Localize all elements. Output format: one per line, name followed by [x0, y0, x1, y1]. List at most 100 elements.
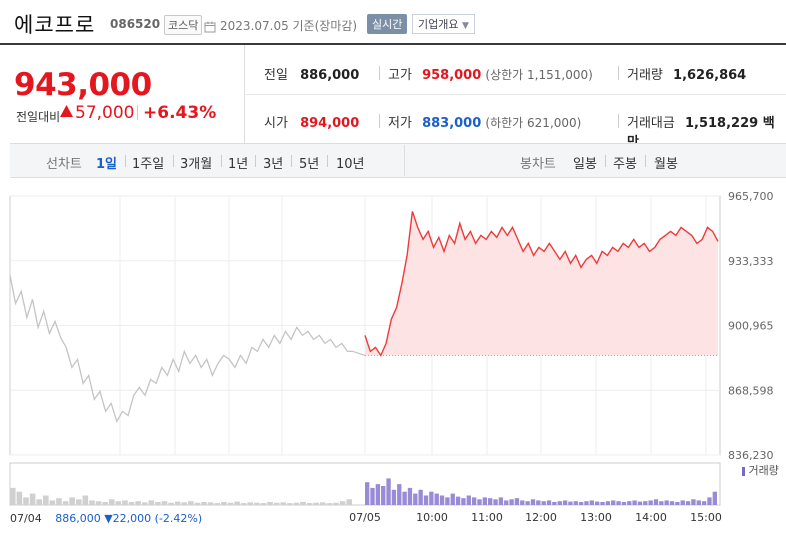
price-panel	[0, 45, 245, 143]
volume-bar	[287, 503, 293, 505]
period-1y[interactable]: 1년	[228, 157, 249, 172]
volume-bar	[653, 499, 659, 505]
volume-bar	[174, 501, 181, 505]
period-5y[interactable]: 5년	[299, 157, 320, 172]
volume-bar	[267, 501, 273, 505]
company-info-dropdown[interactable]: 기업개요 ▼	[412, 14, 475, 34]
volume-bar	[293, 502, 300, 505]
x-tick-label: 11:00	[471, 511, 503, 524]
volume-legend-swatch	[742, 466, 745, 476]
today-line	[364, 211, 719, 357]
stock-code: 086520	[110, 17, 161, 31]
stat-open: 시가 894,000	[264, 112, 359, 131]
volume-bar	[326, 503, 333, 505]
period-3m[interactable]: 3개월	[180, 157, 213, 172]
period-10y[interactable]: 10년	[336, 157, 365, 172]
volume-bar	[450, 493, 455, 505]
volume-bar	[254, 502, 260, 505]
prev-day-date: 07/04	[10, 512, 42, 525]
volume-value: 1,626,864	[673, 68, 747, 83]
volume-bar	[82, 495, 89, 505]
x-tick-label: 12:00	[525, 511, 557, 524]
candle-chart-label: 봉차트	[520, 157, 556, 172]
candle-monthly[interactable]: 월봉	[654, 157, 678, 172]
volume-bar	[568, 501, 573, 505]
volume-bar	[23, 497, 29, 505]
volume-bar	[69, 497, 75, 505]
period-3y[interactable]: 3년	[263, 157, 284, 172]
market-badge: 코스닥	[164, 15, 203, 35]
volume-bar	[397, 484, 402, 505]
prev-day-connector	[352, 350, 366, 357]
prev-label: 전일	[264, 68, 288, 83]
volume-bar	[168, 502, 174, 505]
volume-bar	[89, 500, 95, 505]
prev-day-pct: (-2.42%)	[154, 512, 203, 525]
realtime-button[interactable]: 실시간	[367, 14, 408, 34]
volume-bar	[365, 482, 370, 505]
volume-bar	[370, 487, 375, 505]
current-price: 943,000	[14, 67, 152, 103]
prev-day-close: 886,000	[55, 512, 101, 525]
x-tick-label: 10:00	[416, 511, 448, 524]
volume-bar	[525, 501, 530, 505]
divider	[173, 155, 174, 167]
volume-bar	[280, 502, 287, 505]
divider	[379, 66, 380, 80]
volume-bar	[346, 499, 352, 505]
volume-bar	[29, 493, 36, 505]
volume-bar	[161, 501, 168, 505]
volume-bar	[536, 500, 541, 505]
divider	[379, 114, 380, 128]
change-label: 전일대비	[16, 110, 61, 124]
volume-bar	[181, 502, 188, 505]
volume-bar	[16, 491, 23, 505]
volume-bar	[148, 500, 155, 505]
volume-bar	[227, 502, 234, 505]
line-chart-label: 선차트	[46, 157, 82, 172]
volume-bar	[429, 491, 434, 505]
prev-day-change: ▼22,000	[104, 512, 152, 525]
trade-value-label: 거래대금	[627, 116, 675, 131]
volume-bar	[56, 498, 62, 505]
volume-bar	[95, 501, 102, 505]
volume-bar	[520, 500, 525, 505]
volume-bar	[680, 500, 685, 505]
period-1d[interactable]: 1일	[96, 157, 118, 172]
volume-bar	[333, 502, 339, 505]
volume-bar	[509, 499, 514, 505]
header-divider	[0, 43, 786, 45]
volume-bar	[381, 486, 386, 505]
volume-bar	[659, 501, 664, 505]
volume-bar	[669, 501, 675, 505]
stat-volume: 거래량 1,626,864	[627, 64, 746, 83]
prev-day-info: 07/04 886,000 ▼22,000 (-2.42%)	[10, 512, 202, 525]
volume-bar	[455, 496, 461, 505]
volume-bar	[685, 501, 691, 505]
y-tick-label: 965,700	[728, 190, 774, 203]
volume-bar	[306, 503, 313, 505]
volume-bar	[413, 493, 418, 505]
volume-bar	[546, 500, 552, 505]
volume-bar	[482, 497, 488, 505]
volume-bar	[466, 495, 471, 505]
volume-bar	[643, 501, 648, 505]
volume-bar	[514, 498, 520, 505]
volume-bar	[49, 500, 56, 505]
volume-bar	[578, 501, 584, 505]
candle-daily[interactable]: 일봉	[573, 157, 597, 172]
candle-weekly[interactable]: 주봉	[613, 157, 637, 172]
x-tick-label: 07/05	[349, 511, 381, 524]
high-value: 958,000	[422, 68, 482, 83]
volume-bar	[423, 495, 429, 505]
volume-bar	[234, 501, 240, 505]
volume-bar	[122, 500, 128, 505]
prev-day-line	[9, 275, 353, 424]
period-1w[interactable]: 1주일	[132, 157, 165, 172]
volume-bar	[207, 502, 214, 505]
volume-bar	[594, 501, 600, 505]
volume-bar	[477, 499, 482, 505]
volume-bar	[701, 501, 707, 505]
x-tick-label: 15:00	[690, 511, 722, 524]
